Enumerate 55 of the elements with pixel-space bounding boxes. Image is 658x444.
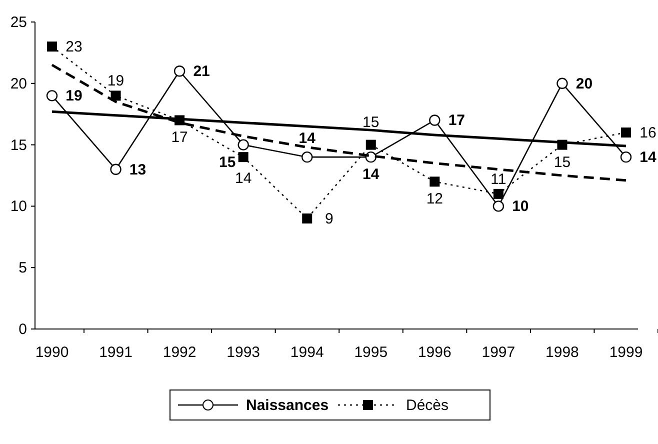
point	[110, 164, 122, 175]
data-label: 21	[193, 63, 210, 80]
point	[47, 42, 57, 52]
point	[302, 213, 312, 224]
point	[174, 66, 186, 77]
y-tick-label: 25	[10, 14, 27, 31]
y-tick-label: 20	[10, 75, 27, 92]
point	[621, 128, 631, 138]
point	[46, 90, 58, 102]
data-label: 14	[234, 170, 252, 188]
data-label: 19	[107, 72, 124, 90]
x-tick-label: 1996	[418, 344, 452, 361]
point	[429, 114, 440, 126]
data-label: 9	[324, 210, 334, 228]
data-label: 15	[554, 154, 571, 171]
x-tick-label: 1993	[226, 344, 260, 361]
x-tick-label: 1990	[35, 344, 69, 361]
data-label: 14	[362, 166, 380, 184]
point	[302, 151, 313, 163]
x-tick-label: 1998	[546, 344, 579, 361]
x-tick-label: 1997	[482, 344, 516, 361]
point	[492, 200, 504, 212]
legend-label: Naissances	[246, 397, 329, 414]
data-label: 13	[129, 161, 146, 178]
x-tick-label: 1992	[162, 344, 196, 361]
data-label: 19	[66, 88, 82, 105]
point	[366, 140, 376, 150]
x-tick-label: 1995	[354, 344, 388, 361]
point	[556, 78, 568, 89]
x-tick-label: 1994	[290, 344, 324, 361]
y-tick-label: 0	[18, 321, 27, 338]
legend-label: Décès	[406, 397, 449, 414]
data-label: 14	[298, 130, 316, 148]
y-tick-label: 10	[10, 198, 27, 216]
data-label: 15	[362, 114, 380, 131]
x-tick-label: 1991	[99, 344, 132, 361]
data-label: 15	[218, 154, 236, 171]
data-label: 17	[171, 129, 188, 146]
data-label: 12	[426, 190, 444, 208]
data-label: 16	[640, 124, 656, 142]
data-label: 20	[576, 75, 593, 92]
point	[238, 152, 248, 162]
data-label: 10	[512, 198, 529, 216]
data-label: 14	[640, 149, 657, 166]
point	[430, 176, 440, 187]
point	[620, 151, 632, 163]
data-label: 17	[448, 112, 466, 130]
data-label: 11	[490, 170, 506, 188]
point	[238, 139, 249, 150]
y-tick-label: 15	[10, 136, 27, 154]
point	[110, 90, 121, 101]
x-tick-label: 1999	[609, 344, 643, 361]
y-tick-label: 5	[18, 260, 27, 277]
data-label: 23	[66, 38, 82, 56]
point	[493, 188, 504, 199]
